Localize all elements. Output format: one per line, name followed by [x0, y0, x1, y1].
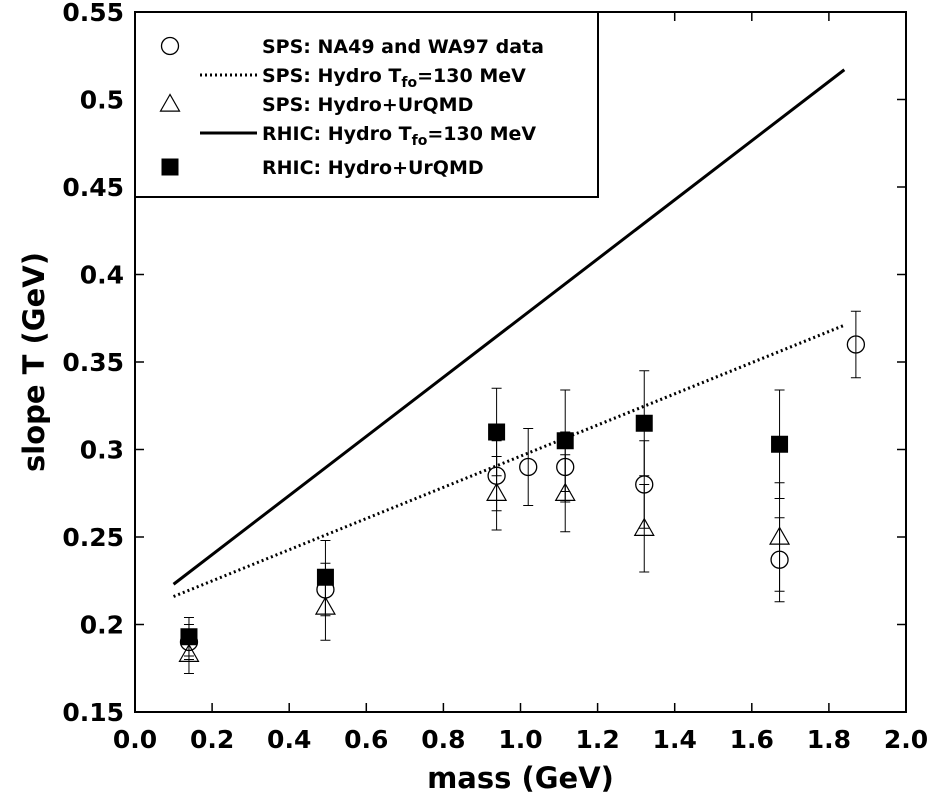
data-point	[556, 457, 575, 477]
x-tick-label: 0.6	[344, 725, 388, 754]
x-axis-title: mass (GeV)	[427, 761, 614, 795]
x-tick-label: 0.0	[113, 725, 157, 754]
x-tick-label: 1.2	[575, 725, 619, 754]
legend-label: SPS: Hydro+UrQMD	[262, 94, 473, 116]
data-point	[316, 568, 334, 586]
y-tick-label: 0.15	[62, 698, 124, 727]
data-point	[770, 550, 789, 569]
data-point	[519, 457, 538, 477]
data-point	[556, 432, 574, 450]
data-point	[314, 596, 336, 615]
data-point	[488, 423, 506, 441]
series-line-3	[172, 68, 846, 586]
legend-label: RHIC: Hydro+UrQMD	[262, 157, 484, 179]
y-tick-label: 0.25	[62, 523, 124, 552]
data-point	[554, 482, 576, 501]
x-tick-label: 0.2	[190, 725, 234, 754]
x-tick-label: 1.6	[730, 725, 774, 754]
x-tick-label: 1.8	[807, 725, 851, 754]
x-tick-label: 1.0	[498, 725, 542, 754]
legend-label: SPS: NA49 and WA97 data	[262, 36, 544, 58]
axis-ticks: 0.0 0.2 0.4 0.6 0.8 1.0 1.2 1.4 1.6 1.8 2.0 0.15 0.2…	[62, 0, 927, 754]
y-tick-label: 0.2	[80, 611, 124, 640]
y-tick-label: 0.3	[80, 436, 124, 465]
y-tick-label: 0.45	[62, 173, 124, 202]
y-tick-label: 0.5	[80, 86, 124, 115]
data-point	[178, 643, 200, 662]
legend-label: SPS: Hydro Tfo=130 MeV	[262, 65, 526, 91]
data-point	[635, 414, 653, 432]
x-tick-label: 1.4	[653, 725, 697, 754]
series-markers	[178, 335, 866, 662]
data-point	[635, 475, 654, 494]
y-tick-label: 0.55	[62, 0, 124, 27]
series-line-1	[172, 323, 845, 598]
error-bars	[183, 310, 861, 674]
legend-marker	[159, 93, 181, 112]
y-axis-title: slope T (GeV)	[17, 252, 51, 472]
legend-label: RHIC: Hydro Tfo=130 MeV	[262, 123, 536, 149]
x-tick-label: 2.0	[884, 725, 927, 754]
series-lines	[172, 68, 846, 598]
y-tick-label: 0.4	[80, 261, 124, 290]
legend-marker	[161, 158, 179, 176]
x-tick-label: 0.8	[421, 725, 465, 754]
data-point	[846, 335, 866, 354]
data-point	[771, 435, 789, 453]
legend: SPS: NA49 and WA97 data SPS: Hydro Tfo=13…	[134, 11, 599, 198]
legend-box	[134, 11, 599, 198]
legend-marker	[160, 36, 180, 56]
x-tick-label: 0.4	[267, 725, 311, 754]
data-point	[180, 628, 198, 646]
y-tick-label: 0.35	[62, 348, 124, 377]
data-point	[486, 482, 508, 501]
data-point	[769, 526, 791, 545]
data-point	[633, 517, 655, 536]
